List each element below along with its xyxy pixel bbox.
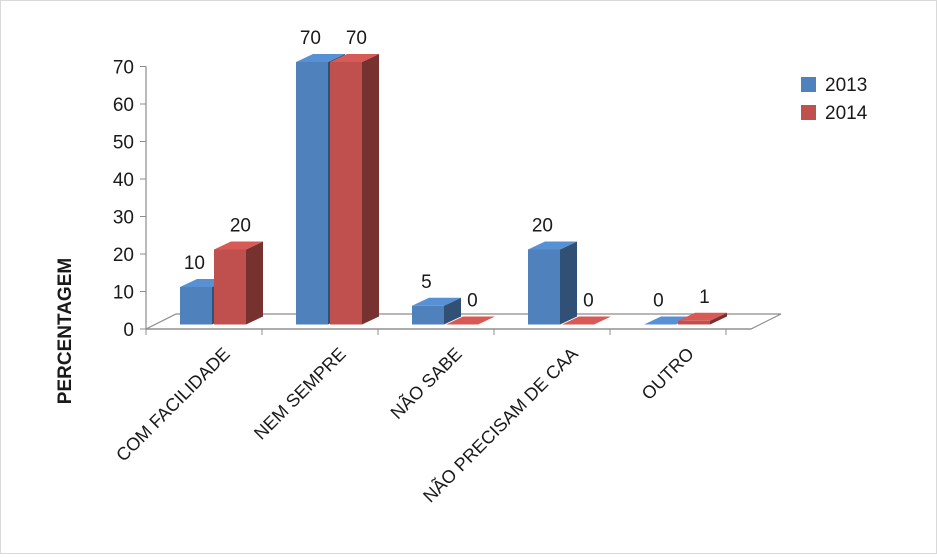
bar-front [214,249,246,325]
bar-top [644,316,693,325]
bar-2013-4 [644,316,693,325]
data-labels: 10 20 70 70 5 0 20 0 0 1 [184,28,710,312]
bar-front [330,62,362,325]
data-label: 0 [467,291,478,312]
category-label: NEM SEMPRE [250,344,350,444]
bar-top [330,54,379,62]
y-tick-label: 30 [113,208,134,229]
y-tick-label: 40 [113,170,134,191]
y-tick-label: 0 [123,320,134,341]
bar-top [446,316,495,325]
data-label: 70 [300,28,321,49]
bar-front [678,320,710,325]
data-label: 0 [583,291,594,312]
y-tick-label: 50 [113,133,134,154]
bar-top [678,312,727,321]
bar-2013-3 [528,241,577,325]
legend-label-2013: 2013 [825,75,867,96]
bar-2014-4 [678,312,727,325]
bar-top [214,241,263,250]
legend: 2013 2014 [801,75,868,124]
data-label: 70 [346,28,367,49]
y-axis: 0 10 20 30 40 50 60 70 [113,58,147,341]
data-label: 0 [653,291,664,312]
y-tick-label: 70 [113,58,134,79]
bar-top [296,54,345,62]
bar-top [528,241,577,250]
category-label: OUTRO [638,344,698,404]
bar-front [296,62,328,325]
y-tick-label: 10 [113,283,134,304]
bar-side [560,241,577,325]
bar-side [362,54,379,325]
data-label: 20 [532,216,553,237]
category-label: COM FACILIDADE [112,344,234,466]
bar-front [180,287,212,325]
bar-2013-2 [412,297,461,325]
bar-side [444,297,461,325]
data-label: 5 [421,272,432,293]
bar-side [710,312,727,325]
bar-2014-1 [330,54,379,325]
legend-swatch-2014 [801,105,816,120]
legend-label-2014: 2014 [825,103,868,124]
data-label: 10 [184,253,205,274]
bar-2014-0 [214,241,263,325]
bar-2014-3 [562,316,611,325]
y-axis-title: PERCENTAGEM [55,258,76,404]
bar-top [562,316,611,325]
y-tick-label: 20 [113,245,134,266]
y-tick-label: 60 [113,95,134,116]
bars [180,54,727,325]
bar-2014-2 [446,316,495,325]
bar-top [412,297,461,306]
bar-side [246,241,263,325]
category-label: NÃO SABE [386,343,466,423]
legend-swatch-2013 [801,77,816,92]
bar-front [528,249,560,325]
data-label: 20 [230,216,251,237]
bar-front [412,305,444,325]
data-label: 1 [699,287,710,308]
